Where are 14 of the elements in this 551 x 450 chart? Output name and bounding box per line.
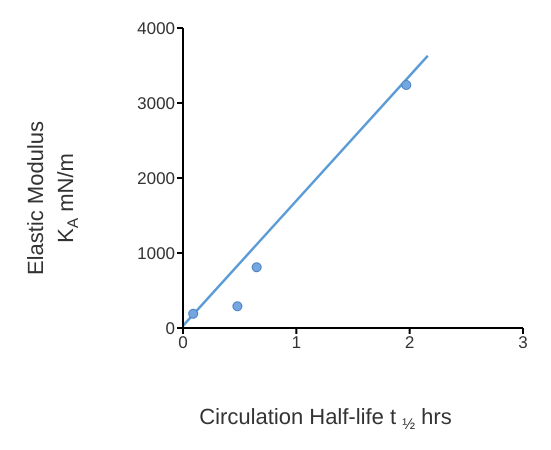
y-tick-label: 1000	[137, 244, 175, 264]
x-tick-label: 1	[292, 333, 302, 352]
y-tick-label: 4000	[137, 19, 175, 38]
x-tick-label: 3	[518, 333, 528, 352]
y-tick-label: 3000	[137, 94, 175, 114]
point	[232, 301, 242, 312]
x-tick-label: 2	[404, 333, 414, 352]
y-tick-label: 0	[166, 319, 175, 338]
point	[252, 262, 262, 272]
point	[188, 308, 198, 319]
y-tick-label: 2000	[137, 169, 175, 188]
point	[401, 80, 412, 90]
x-axis-title: Circulation Half-life t $_{½}$ hrs	[199, 404, 452, 433]
x-tick-label: 0	[178, 333, 188, 352]
